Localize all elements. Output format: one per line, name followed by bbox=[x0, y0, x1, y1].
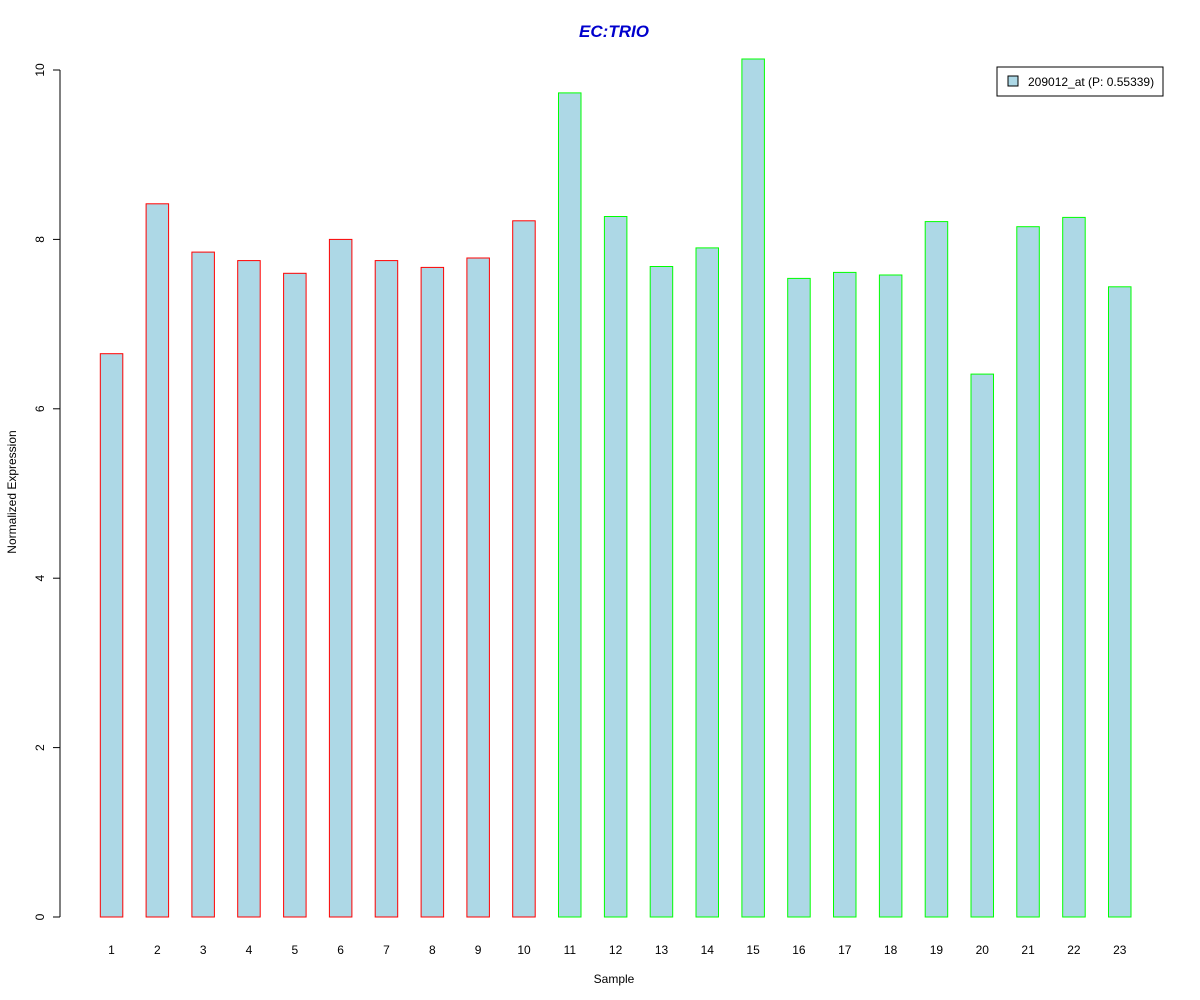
bar-sample-19 bbox=[924, 221, 949, 918]
x-tick-label: 8 bbox=[429, 943, 436, 957]
x-tick-label: 6 bbox=[337, 943, 344, 957]
x-tick-label: 4 bbox=[246, 943, 253, 957]
x-tick-label: 10 bbox=[517, 943, 531, 957]
x-tick-label: 2 bbox=[154, 943, 161, 957]
legend-label: 209012_at (P: 0.55339) bbox=[1028, 75, 1154, 89]
y-tick-label: 8 bbox=[33, 236, 47, 243]
x-tick-label: 5 bbox=[291, 943, 298, 957]
bars bbox=[99, 58, 1132, 918]
x-tick-label: 13 bbox=[655, 943, 669, 957]
bar-sample-2 bbox=[145, 203, 170, 918]
bar-sample-21 bbox=[1016, 226, 1040, 918]
x-tick-label: 7 bbox=[383, 943, 390, 957]
y-tick-label: 6 bbox=[33, 405, 47, 412]
x-tick-label: 1 bbox=[108, 943, 115, 957]
bar-sample-6 bbox=[328, 238, 353, 918]
x-tick-label: 22 bbox=[1067, 943, 1081, 957]
x-tick-label: 12 bbox=[609, 943, 623, 957]
legend-box bbox=[996, 66, 1164, 97]
bar-sample-18 bbox=[878, 274, 903, 918]
bar-sample-1 bbox=[99, 353, 124, 918]
legend: 209012_at (P: 0.55339) bbox=[996, 66, 1164, 97]
x-tick-label: 14 bbox=[701, 943, 715, 957]
x-tick-label: 21 bbox=[1021, 943, 1035, 957]
x-tick-label: 20 bbox=[976, 943, 990, 957]
y-tick-label: 2 bbox=[33, 744, 47, 751]
x-tick-label: 9 bbox=[475, 943, 482, 957]
bar-sample-4 bbox=[237, 260, 261, 918]
bar-sample-7 bbox=[374, 260, 399, 918]
bar-sample-12 bbox=[603, 216, 628, 918]
bar-sample-8 bbox=[420, 266, 445, 918]
y-axis-label: Normalized Expression bbox=[5, 430, 19, 553]
bar-sample-16 bbox=[787, 277, 811, 918]
x-tick-label: 18 bbox=[884, 943, 898, 957]
y-tick-label: 4 bbox=[33, 575, 47, 582]
x-tick-label: 19 bbox=[930, 943, 944, 957]
bar-sample-10 bbox=[512, 220, 536, 918]
y-axis: 0 2 4 6 8 10 bbox=[33, 63, 61, 920]
y-tick-label: 10 bbox=[33, 63, 47, 77]
bar-sample-23 bbox=[1108, 286, 1132, 918]
bar-sample-5 bbox=[283, 272, 307, 918]
x-tick-label: 3 bbox=[200, 943, 207, 957]
y-tick-label: 0 bbox=[33, 913, 47, 920]
x-tick-label: 23 bbox=[1113, 943, 1127, 957]
bar-sample-20 bbox=[970, 373, 994, 918]
x-axis-label: Sample bbox=[594, 972, 635, 986]
bar-sample-14 bbox=[695, 247, 719, 918]
bar-sample-22 bbox=[1062, 216, 1086, 918]
bar-sample-3 bbox=[191, 251, 215, 918]
x-tick-labels: 1 2 3 4 5 6 7 8 9 10 11 12 13 14 15 16 17 18 19 20 21 22 23 bbox=[108, 943, 1127, 957]
bar-sample-11 bbox=[558, 92, 582, 918]
x-tick-label: 15 bbox=[746, 943, 760, 957]
chart-title: EC:TRIO bbox=[579, 22, 649, 41]
bar-sample-13 bbox=[649, 266, 674, 918]
legend-swatch bbox=[1007, 75, 1019, 87]
x-tick-label: 11 bbox=[564, 943, 577, 957]
x-tick-label: 17 bbox=[838, 943, 852, 957]
bar-sample-15 bbox=[741, 58, 765, 918]
x-tick-label: 16 bbox=[792, 943, 806, 957]
bar-sample-17 bbox=[833, 271, 857, 918]
bar-sample-9 bbox=[466, 257, 490, 918]
